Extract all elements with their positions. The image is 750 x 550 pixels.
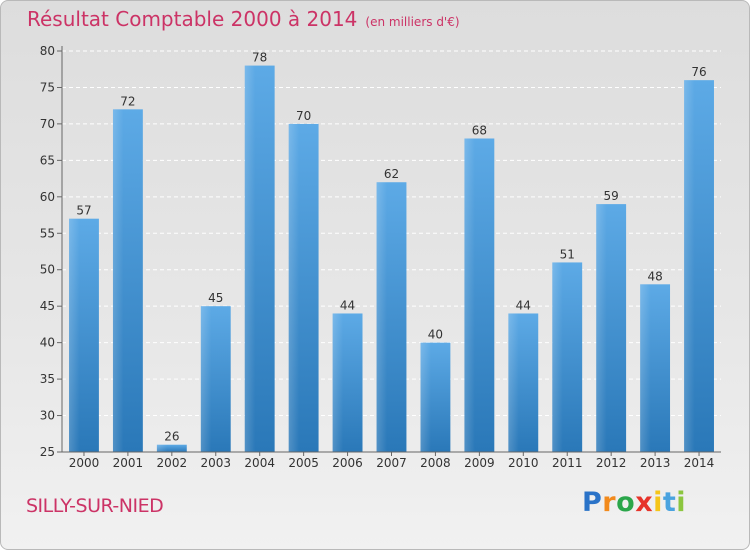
x-tick-label: 2003 [200, 456, 231, 470]
x-tick-label: 2011 [552, 456, 583, 470]
bar-highlight [288, 123, 300, 452]
y-tick-label: 80 [40, 44, 55, 58]
bar-value-label: 45 [208, 291, 223, 305]
bar-highlight [684, 80, 695, 452]
logo-letter: P [582, 487, 603, 518]
bar-highlight [552, 262, 563, 452]
x-tick-label: 2001 [113, 456, 144, 470]
bar-highlight [596, 204, 607, 452]
x-tick-label: 2010 [508, 456, 539, 470]
commune-name: SILLY-SUR-NIED [26, 495, 164, 517]
bar-value-label: 59 [604, 189, 619, 203]
x-tick-label: 2013 [640, 456, 671, 470]
bar-highlight [69, 218, 80, 452]
bar-highlight [376, 182, 388, 452]
bar-highlight [112, 109, 124, 452]
bar-value-label: 70 [296, 109, 311, 123]
bar-value-label: 57 [76, 204, 91, 218]
proxiti-logo: Proxiti [582, 487, 686, 518]
bar-highlight [420, 342, 431, 452]
y-tick-label: 55 [40, 226, 55, 240]
y-tick-label: 25 [40, 445, 55, 459]
chart-title-text: Résultat Comptable 2000 à 2014 [27, 7, 358, 31]
x-tick-label: 2005 [288, 456, 319, 470]
bar-highlight [244, 65, 256, 452]
x-tick-label: 2012 [596, 456, 627, 470]
y-tick-label: 65 [40, 153, 55, 167]
logo-letter: o [616, 487, 636, 518]
bar [156, 444, 187, 452]
y-tick-label: 30 [40, 409, 55, 423]
bar-value-label: 44 [340, 298, 355, 312]
logo-letter: r [602, 487, 617, 518]
y-tick-label: 50 [40, 263, 55, 277]
x-tick-label: 2000 [69, 456, 100, 470]
logo-letter: x [635, 487, 654, 518]
y-tick-label: 60 [40, 190, 55, 204]
bar-highlight [640, 284, 651, 452]
bar-value-label: 48 [647, 269, 662, 283]
bar-value-label: 26 [164, 430, 179, 444]
chart-title: Résultat Comptable 2000 à 2014 (en millie… [27, 7, 460, 31]
y-axis: 25 30 35 40 45 50 55 60 65 70 75 80 [40, 44, 63, 459]
x-tick-label: 2002 [157, 456, 188, 470]
x-tick-label: 2006 [332, 456, 363, 470]
bar-value-label: 62 [384, 167, 399, 181]
x-tick-label: 2007 [376, 456, 407, 470]
x-tick-label: 2014 [684, 456, 715, 470]
bar-value-label: 76 [691, 65, 706, 79]
y-tick-label: 45 [40, 299, 55, 313]
x-tick-label: 2004 [244, 456, 275, 470]
bar-highlight [508, 313, 519, 452]
bar-value-label: 68 [472, 123, 487, 137]
bar-series: 57 72 26 45 78 70 44 62 40 68 44 51 59 48 76 [69, 51, 714, 452]
bar-highlight [156, 444, 168, 452]
y-tick-label: 40 [40, 336, 55, 350]
logo-letter: t [662, 487, 677, 518]
bar-highlight [200, 306, 212, 452]
bar-value-label: 40 [428, 328, 443, 342]
y-tick-label: 75 [40, 80, 55, 94]
logo-letter: i [676, 487, 687, 518]
chart-subtitle: (en milliers d'€) [365, 15, 460, 29]
x-tick-label: 2009 [464, 456, 495, 470]
y-tick-label: 35 [40, 372, 55, 386]
x-axis: 2000 2001 2002 2003 2004 2005 2006 2007 2008 2009… [62, 451, 721, 470]
bar-value-label: 44 [516, 298, 531, 312]
bar-highlight [464, 138, 475, 452]
bar-value-label: 78 [252, 51, 267, 65]
bar-highlight [332, 313, 344, 452]
bar-value-label: 51 [560, 247, 575, 261]
logo-letter: i [653, 487, 663, 518]
x-tick-label: 2008 [420, 456, 451, 470]
y-tick-label: 70 [40, 117, 55, 131]
bar-value-label: 72 [120, 94, 135, 108]
